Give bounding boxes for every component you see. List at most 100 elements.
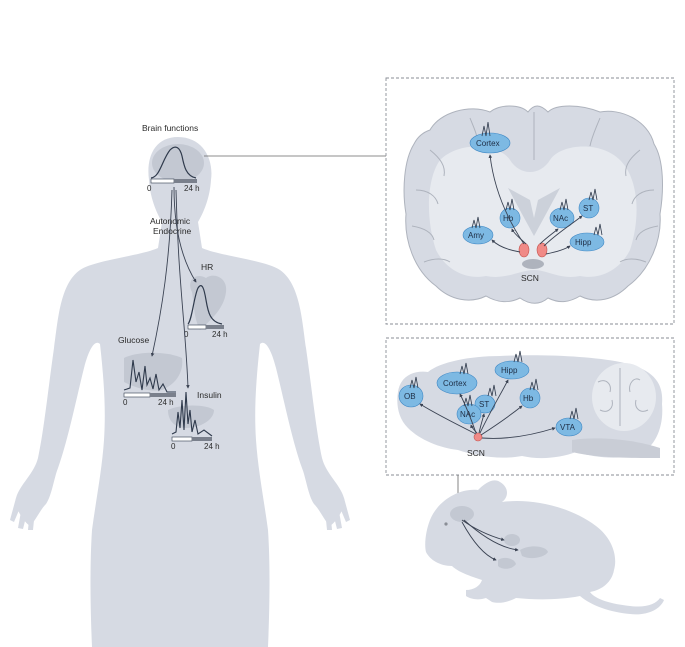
hr-axis-end: 24 h	[212, 330, 228, 339]
sagittal-box	[385, 337, 675, 476]
coronal-scn-left	[518, 242, 530, 258]
brain-axis-start: 0	[147, 184, 152, 193]
coronal-panel: SCN Cortex Hb NAc ST Amy Hipp	[385, 77, 675, 325]
mouse-arrows	[461, 519, 519, 561]
liver-organ	[124, 352, 183, 391]
sagittal-arrow-st	[478, 413, 486, 434]
mouse-arrow-pancreas	[461, 521, 497, 561]
svg-text:NAc: NAc	[460, 410, 475, 419]
coronal-arrows	[488, 154, 583, 255]
brain-functions-label: Brain functions	[142, 123, 198, 133]
glucose-label: Glucose	[118, 335, 149, 345]
coronal-arrow-nac	[539, 228, 559, 245]
svg-text:Cortex: Cortex	[443, 379, 467, 388]
sagittal-region-ob: OB	[398, 384, 424, 408]
mouse-organ-heart	[504, 534, 520, 546]
sagittal-cerebellum	[592, 363, 656, 431]
insulin-axis-start: 0	[171, 442, 176, 451]
coronal-region-hipp: Hipp	[569, 232, 605, 252]
mouse-brain	[450, 506, 474, 522]
brain-night-bar	[174, 179, 197, 183]
sagittal-arrow-hb	[480, 405, 523, 436]
svg-text:Hipp: Hipp	[575, 238, 592, 247]
coronal-arrow-hb	[511, 228, 527, 245]
glucose-axis-end: 24 h	[158, 398, 174, 407]
glucose-axis-start: 0	[123, 398, 128, 407]
coronal-chiasm	[522, 259, 544, 269]
sagittal-brainstem	[572, 438, 660, 458]
sagittal-scn-label: SCN	[467, 448, 485, 458]
svg-text:OB: OB	[404, 392, 416, 401]
brain-axis-end: 24 h	[184, 184, 200, 193]
insulin-axis-end: 24 h	[204, 442, 220, 451]
glucose-day-bar	[123, 392, 151, 398]
sagittal-region-cortex: Cortex	[436, 371, 478, 395]
sagittal-arrows	[419, 379, 556, 439]
coronal-region-nac: NAc	[549, 207, 575, 229]
hr-axis-start: 0	[184, 330, 189, 339]
coronal-region-amy: Amy	[462, 225, 494, 245]
coronal-ventricles	[508, 188, 560, 236]
coronal-scn-right	[536, 242, 548, 258]
coronal-arrow-amy	[491, 239, 521, 253]
sagittal-arrow-ob	[419, 403, 477, 435]
svg-text:Cortex: Cortex	[476, 139, 500, 148]
sagittal-region-st: ST	[474, 394, 496, 414]
sagittal-arrow-hipp	[479, 379, 509, 434]
brain-day-bar	[150, 178, 175, 184]
coronal-arrow-st	[543, 215, 583, 247]
coronal-gyri	[411, 112, 659, 263]
human-silhouette	[15, 137, 345, 647]
glucose-rhythm-trace	[123, 359, 176, 393]
sagittal-arrow-cortex	[459, 393, 477, 434]
sagittal-scn	[473, 432, 483, 442]
svg-text:ST: ST	[583, 204, 593, 213]
arrow-brain-to-glucose	[150, 189, 173, 357]
sagittal-arrow-vta	[481, 427, 556, 439]
svg-text:Hipp: Hipp	[501, 366, 518, 375]
sagittal-region-hb: Hb	[519, 387, 541, 409]
mouse-silhouette	[425, 480, 664, 615]
hr-rhythm-trace	[187, 285, 223, 325]
brain-rhythm-trace	[150, 146, 197, 179]
sagittal-region-vta: VTA	[555, 417, 583, 437]
human-panel: 0 24 h Brain functions Autonomic Endocri…	[10, 123, 386, 647]
svg-text:Hb: Hb	[503, 214, 514, 223]
sagittal-panel: OB Cortex Hipp ST NAc Hb VTA	[385, 337, 675, 525]
svg-text:ST: ST	[479, 400, 489, 409]
glucose-night-bar	[150, 393, 176, 397]
mouse-arrow-liver	[463, 519, 519, 552]
coronal-arrow-hipp	[545, 245, 571, 255]
human-arrows	[150, 186, 197, 389]
arrow-brain-to-insulin	[175, 189, 190, 389]
insulin-night-bar	[192, 437, 212, 441]
hands	[10, 498, 350, 530]
coronal-region-cortex: Cortex	[469, 132, 511, 154]
coronal-rhythm-marks	[471, 121, 603, 236]
mouse-organ-pancreas	[498, 557, 516, 569]
endocrine-label: Endocrine	[153, 226, 192, 236]
svg-text:VTA: VTA	[560, 423, 576, 432]
svg-text:Hb: Hb	[523, 394, 534, 403]
coronal-arrow-cortex	[488, 154, 525, 245]
coronal-scn-label: SCN	[521, 273, 539, 283]
svg-text:NAc: NAc	[553, 214, 568, 223]
mouse-panel	[425, 480, 664, 615]
coronal-region-hb: Hb	[499, 207, 521, 229]
coronal-region-st: ST	[578, 197, 600, 219]
mouse-organ-liver	[520, 546, 548, 559]
sagittal-cerebellum-folia	[597, 368, 649, 426]
coronal-box	[385, 77, 675, 325]
insulin-label: Insulin	[197, 390, 222, 400]
insulin-rhythm-trace	[171, 391, 213, 437]
mouse-arrow-heart	[461, 519, 505, 541]
sagittal-rhythm-marks	[409, 350, 579, 420]
hr-label: HR	[201, 262, 213, 272]
mouse-eye	[444, 522, 448, 526]
arrow-brain-to-hr	[173, 186, 197, 283]
svg-text:Amy: Amy	[468, 231, 484, 240]
sagittal-region-hipp: Hipp	[494, 360, 530, 380]
hr-day-bar	[187, 324, 207, 330]
hr-night-bar	[206, 325, 224, 329]
